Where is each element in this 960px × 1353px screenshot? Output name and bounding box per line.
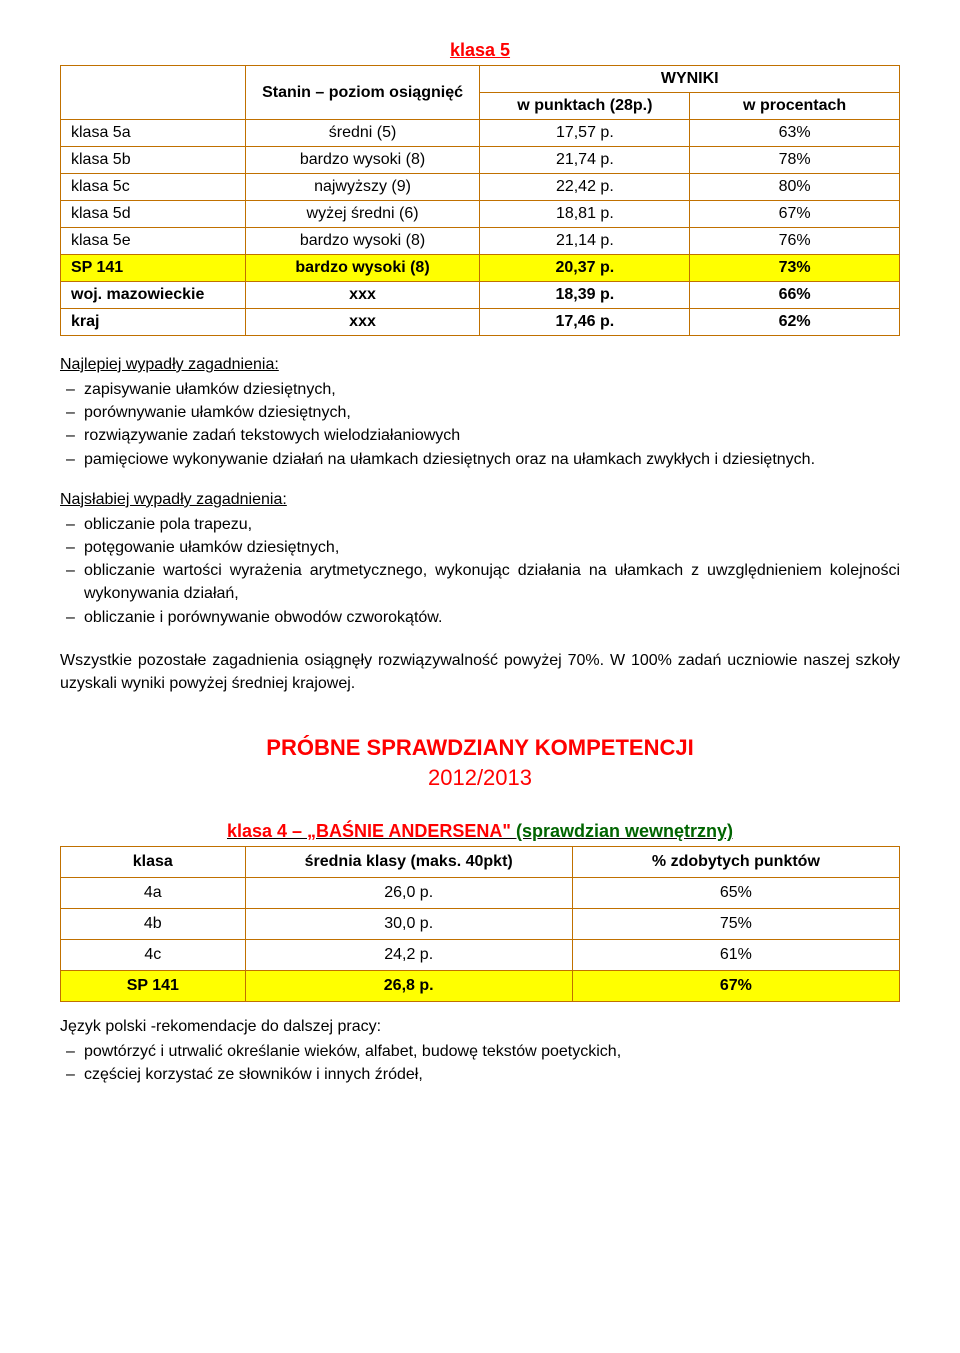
best-list: zapisywanie ułamków dziesiętnych,porówny…	[60, 378, 900, 471]
table-cell: 24,2 p.	[245, 940, 572, 971]
table-cell: 26,8 p.	[245, 971, 572, 1002]
table-cell: xxx	[245, 282, 480, 309]
header-percent: w procentach	[690, 93, 900, 120]
table-cell: klasa 5a	[61, 120, 246, 147]
table-row: SP 141bardzo wysoki (8)20,37 p.73%	[61, 255, 900, 282]
table-cell: bardzo wysoki (8)	[245, 147, 480, 174]
table-cell: 20,37 p.	[480, 255, 690, 282]
subsection-green: (sprawdzian wewnętrzny)	[516, 821, 733, 841]
table-cell: 18,39 p.	[480, 282, 690, 309]
table-cell: 17,57 p.	[480, 120, 690, 147]
table-row: krajxxx17,46 p.62%	[61, 309, 900, 336]
page-title: klasa 5	[60, 40, 900, 61]
table-cell: najwyższy (9)	[245, 174, 480, 201]
list-item: obliczanie i porównywanie obwodów czworo…	[60, 606, 900, 629]
table-cell: 21,14 p.	[480, 228, 690, 255]
rec-list: powtórzyć i utrwalić określanie wieków, …	[60, 1040, 900, 1086]
table-cell: woj. mazowieckie	[61, 282, 246, 309]
table-cell: klasa 5c	[61, 174, 246, 201]
table-cell: 17,46 p.	[480, 309, 690, 336]
table-cell: 4c	[61, 940, 246, 971]
table-cell: 21,74 p.	[480, 147, 690, 174]
table-cell: bardzo wysoki (8)	[245, 228, 480, 255]
table-row: SP 14126,8 p.67%	[61, 971, 900, 1002]
subsection-title: klasa 4 – „BAŚNIE ANDERSENA" (sprawdzian…	[60, 821, 900, 842]
list-item: rozwiązywanie zadań tekstowych wielodzia…	[60, 424, 900, 447]
class4-table: klasa średnia klasy (maks. 40pkt) % zdob…	[60, 846, 900, 1002]
t2-header-avg: średnia klasy (maks. 40pkt)	[245, 847, 572, 878]
table-cell: klasa 5e	[61, 228, 246, 255]
table-cell: 78%	[690, 147, 900, 174]
list-item: zapisywanie ułamków dziesiętnych,	[60, 378, 900, 401]
table-cell: 73%	[690, 255, 900, 282]
table-cell: 67%	[690, 201, 900, 228]
table-cell: 61%	[572, 940, 899, 971]
table-cell: kraj	[61, 309, 246, 336]
table-cell: 63%	[690, 120, 900, 147]
table-cell: 66%	[690, 282, 900, 309]
header-stanin: Stanin – poziom osiągnięć	[245, 66, 480, 120]
t2-header-pct: % zdobytych punktów	[572, 847, 899, 878]
table-row: 4a26,0 p.65%	[61, 878, 900, 909]
table-cell: średni (5)	[245, 120, 480, 147]
table-row: klasa 5dwyżej średni (6)18,81 p.67%	[61, 201, 900, 228]
table-cell: 4a	[61, 878, 246, 909]
section-year: 2012/2013	[60, 765, 900, 791]
list-item: obliczanie pola trapezu,	[60, 513, 900, 536]
worst-list: obliczanie pola trapezu,potęgowanie ułam…	[60, 513, 900, 629]
t2-header-klasa: klasa	[61, 847, 246, 878]
table-cell: 67%	[572, 971, 899, 1002]
table-row: klasa 5ebardzo wysoki (8)21,14 p.76%	[61, 228, 900, 255]
summary-text: Wszystkie pozostałe zagadnienia osiągnęł…	[60, 649, 900, 695]
list-item: porównywanie ułamków dziesiętnych,	[60, 401, 900, 424]
table-cell: bardzo wysoki (8)	[245, 255, 480, 282]
table-cell: 62%	[690, 309, 900, 336]
table-row: klasa 5aśredni (5)17,57 p.63%	[61, 120, 900, 147]
table-cell: 75%	[572, 909, 899, 940]
header-points: w punktach (28p.)	[480, 93, 690, 120]
table-cell: klasa 5b	[61, 147, 246, 174]
list-item: powtórzyć i utrwalić określanie wieków, …	[60, 1040, 900, 1063]
table-cell: SP 141	[61, 255, 246, 282]
rec-heading: Język polski -rekomendacje do dalszej pr…	[60, 1018, 900, 1036]
list-item: obliczanie wartości wyrażenia arytmetycz…	[60, 559, 900, 605]
list-item: częściej korzystać ze słowników i innych…	[60, 1063, 900, 1086]
table-cell: klasa 5d	[61, 201, 246, 228]
table-cell: wyżej średni (6)	[245, 201, 480, 228]
table-cell: 30,0 p.	[245, 909, 572, 940]
table-cell: SP 141	[61, 971, 246, 1002]
table-cell: 26,0 p.	[245, 878, 572, 909]
list-item: potęgowanie ułamków dziesiętnych,	[60, 536, 900, 559]
table-cell: 80%	[690, 174, 900, 201]
worst-heading: Najsłabiej wypadły zagadnienia:	[60, 491, 900, 509]
table-row: klasa 5bbardzo wysoki (8)21,74 p.78%	[61, 147, 900, 174]
table-row: 4c24,2 p.61%	[61, 940, 900, 971]
table-cell: xxx	[245, 309, 480, 336]
best-heading: Najlepiej wypadły zagadnienia:	[60, 356, 900, 374]
section-title: PRÓBNE SPRAWDZIANY KOMPETENCJI	[60, 735, 900, 761]
subsection-red: klasa 4 – „BAŚNIE ANDERSENA"	[227, 821, 516, 841]
header-wyniki: WYNIKI	[480, 66, 900, 93]
table-row: 4b30,0 p.75%	[61, 909, 900, 940]
results-table: Stanin – poziom osiągnięć WYNIKI w punkt…	[60, 65, 900, 336]
table-cell: 22,42 p.	[480, 174, 690, 201]
table-cell: 65%	[572, 878, 899, 909]
table-cell: 18,81 p.	[480, 201, 690, 228]
table-row: klasa 5cnajwyższy (9)22,42 p.80%	[61, 174, 900, 201]
list-item: pamięciowe wykonywanie działań na ułamka…	[60, 448, 900, 471]
table-cell: 76%	[690, 228, 900, 255]
table-cell: 4b	[61, 909, 246, 940]
table-row: woj. mazowieckiexxx18,39 p.66%	[61, 282, 900, 309]
